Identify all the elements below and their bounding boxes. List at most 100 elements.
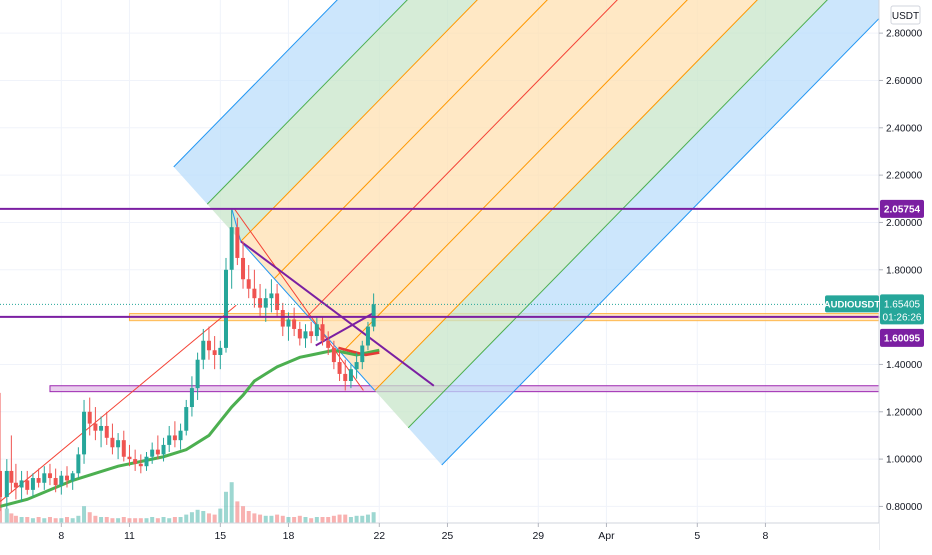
candle-body — [53, 478, 58, 486]
volume-bar — [269, 515, 274, 523]
currency-label: USDT — [892, 11, 919, 22]
volume-bar — [13, 515, 18, 523]
volume-bar — [343, 514, 348, 523]
volume-bar — [42, 518, 47, 523]
volume-bar — [286, 517, 291, 523]
candle-body — [138, 463, 143, 467]
volume-bar — [104, 517, 109, 523]
time-axis[interactable]: 8 11 15 18 22 25 29 Apr 5 8 — [0, 522, 879, 550]
volume-bar — [150, 517, 155, 523]
volume-bar — [167, 518, 172, 523]
candle-body — [246, 279, 251, 289]
price-tick-label: 1.00000 — [886, 455, 923, 466]
candle-body — [309, 331, 314, 337]
volume-bar — [144, 518, 149, 523]
time-tick-label: 22 — [373, 530, 385, 542]
candle-body — [9, 470, 14, 483]
candle-body — [269, 293, 274, 299]
upper-level-label-text: 2.05754 — [884, 204, 921, 215]
trendlines[interactable] — [0, 207, 435, 503]
candle-body — [371, 304, 376, 327]
pitchfork-band — [307, 0, 688, 354]
pitchfork-band — [408, 0, 898, 466]
volume-bar — [280, 515, 285, 523]
candles — [0, 208, 376, 512]
volume-bar — [138, 518, 143, 523]
volume-bar — [354, 515, 359, 523]
price-tick-label: 1.20000 — [886, 407, 923, 418]
candle-body — [206, 340, 211, 351]
time-tick-label: 18 — [283, 530, 295, 542]
volume-bar — [172, 517, 177, 523]
candle-body — [87, 411, 92, 424]
volume-bar — [303, 517, 308, 523]
candle-body — [144, 456, 149, 467]
volume-bar — [178, 517, 183, 523]
candle-body — [70, 473, 75, 481]
price-tick-label: 2.40000 — [886, 123, 923, 134]
volume-bar — [47, 517, 52, 523]
pitchfork-band — [274, 0, 618, 316]
candle-body — [65, 475, 70, 481]
pitchfork[interactable] — [173, 0, 932, 466]
candle-body — [314, 324, 319, 337]
candle-body — [331, 347, 336, 363]
candle-body — [59, 475, 64, 486]
pitchfork-band — [173, 0, 408, 205]
currency-badge[interactable] — [890, 5, 921, 25]
time-axis-background — [0, 523, 879, 550]
volume-bar — [309, 518, 314, 523]
candle-body — [104, 425, 109, 438]
horizontal-levels[interactable] — [0, 207, 879, 318]
candle-body — [178, 430, 183, 441]
candle-body — [25, 480, 30, 490]
price-tick-label: 2.00000 — [886, 218, 923, 229]
volume-bar — [348, 517, 353, 523]
volume-bar — [76, 515, 81, 523]
candle-body — [292, 319, 297, 329]
volume-bar — [87, 512, 92, 523]
volume-bar — [19, 517, 24, 523]
candle-body — [116, 440, 121, 448]
candle-body — [252, 288, 257, 299]
candle-body — [172, 435, 177, 441]
candle-body — [36, 478, 41, 483]
trendline[interactable] — [233, 207, 364, 391]
volume-bar — [252, 513, 257, 523]
price-tick-label: 0.80000 — [886, 502, 923, 513]
price-axis[interactable]: 0.800001.000001.200001.400001.600001.800… — [878, 0, 932, 550]
volume-bar — [206, 513, 211, 523]
volume-bar — [93, 515, 98, 523]
time-tick-label: 11 — [124, 530, 135, 542]
candle-body — [19, 480, 24, 488]
candle-body — [241, 257, 246, 280]
price-tick-label: 2.80000 — [886, 29, 923, 40]
candle-body — [127, 456, 132, 460]
candle-body — [235, 227, 240, 258]
trendline[interactable] — [315, 311, 376, 347]
volume-bar — [331, 515, 336, 523]
volume-bar — [371, 512, 376, 523]
pitchfork-band — [207, 0, 478, 242]
candle-body — [348, 369, 353, 382]
volume-bar — [314, 517, 319, 523]
candle-body — [275, 293, 280, 311]
candle-body — [286, 319, 291, 327]
trendline[interactable] — [0, 304, 237, 503]
last-price-label: 1.65405 01:26:26 — [880, 294, 924, 325]
volume-bar — [263, 515, 268, 523]
volume-bar — [155, 518, 160, 523]
volume-bar — [9, 513, 14, 523]
candle-body — [133, 459, 138, 464]
symbol-label: AUDIOUSDT — [824, 295, 880, 313]
candle-body — [354, 362, 359, 370]
lower-level-label-bg — [880, 328, 924, 347]
candle-body — [303, 331, 308, 339]
candle-body — [110, 437, 115, 448]
volume-bar — [121, 517, 126, 523]
volume-bar — [4, 508, 9, 523]
trendline[interactable] — [240, 240, 435, 387]
volume-bar — [53, 518, 58, 523]
volume-bar — [25, 517, 30, 523]
